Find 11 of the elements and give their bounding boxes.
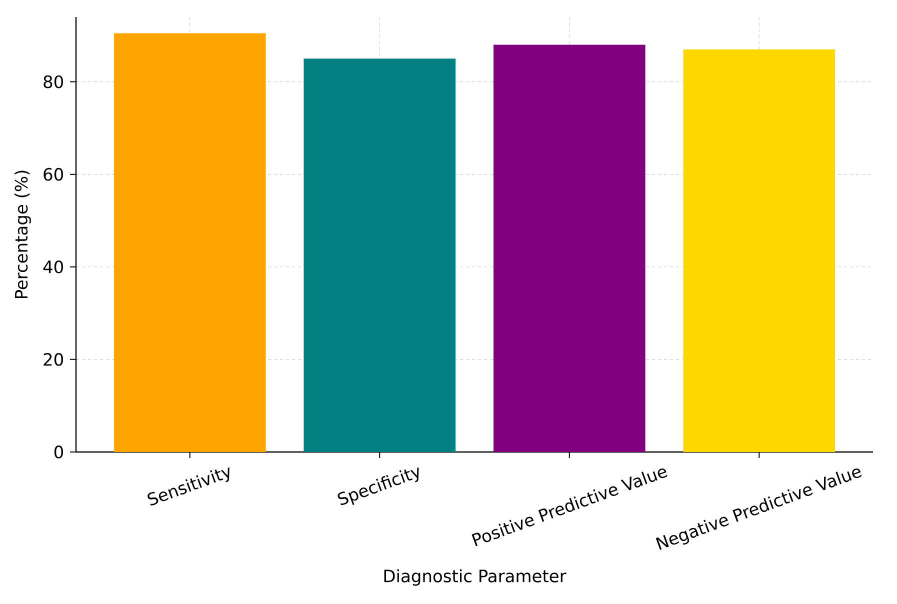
bar (114, 33, 266, 452)
y-tick-label: 20 (44, 353, 64, 366)
y-tick-label: 80 (44, 75, 64, 88)
bar (304, 58, 456, 452)
y-tick-label: 60 (44, 168, 64, 181)
x-axis-title: Diagnostic Parameter (384, 569, 566, 586)
y-tick-label: 40 (43, 260, 64, 274)
y-tick-label: 0 (54, 446, 64, 458)
bar (683, 49, 836, 452)
bar (493, 44, 646, 452)
y-axis-title: Percentage (%) (14, 170, 31, 298)
